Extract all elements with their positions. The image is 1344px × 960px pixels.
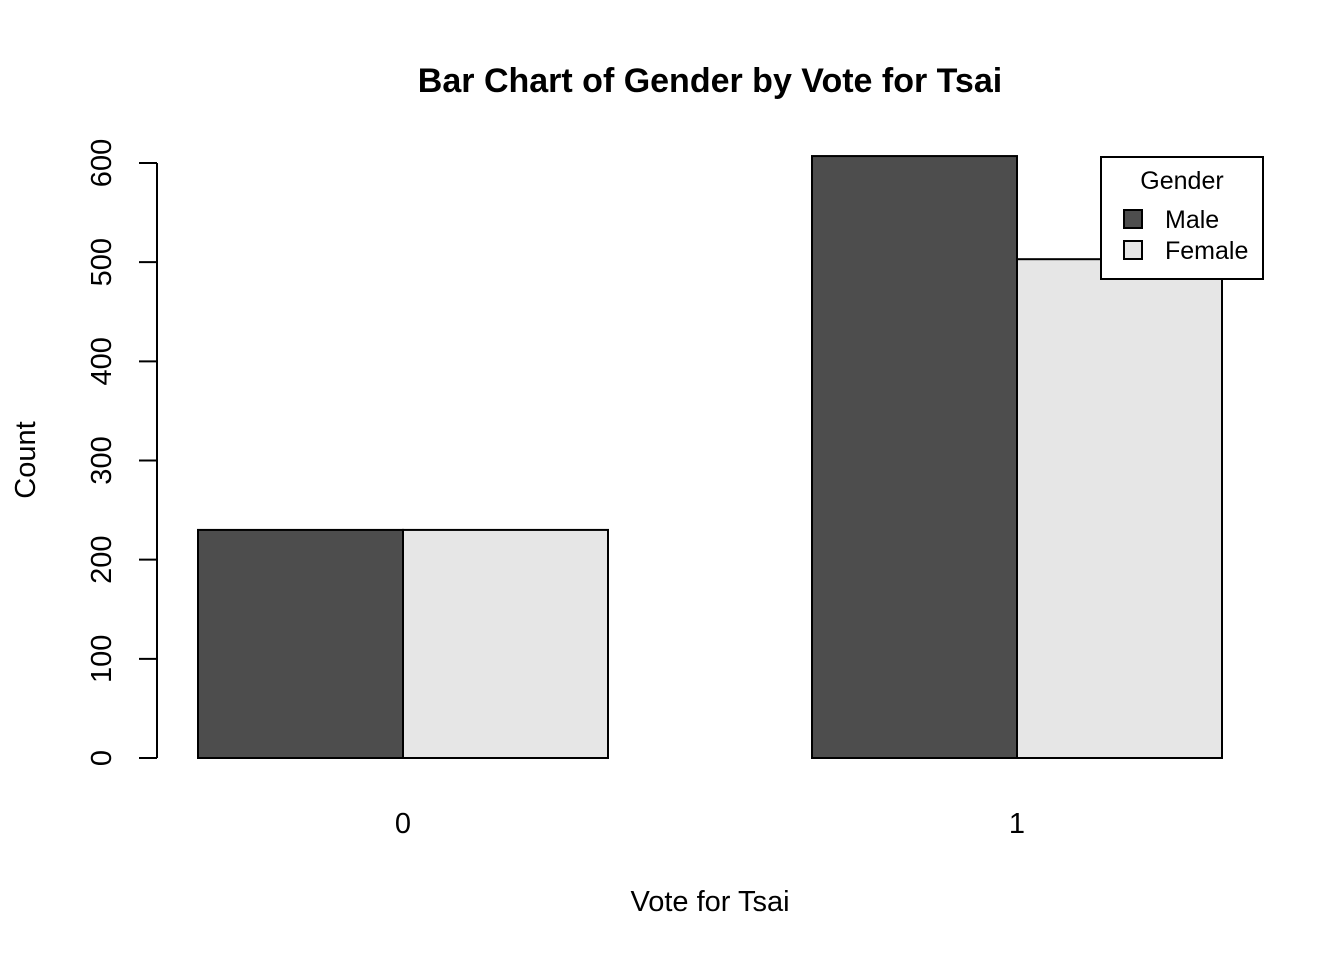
y-axis-label: Count bbox=[10, 421, 42, 498]
bar-male-1 bbox=[811, 155, 1018, 759]
legend-label-female: Female bbox=[1165, 237, 1248, 265]
y-tick-label: 500 bbox=[86, 238, 118, 286]
legend: Gender Male Female bbox=[1100, 156, 1264, 280]
bar-female-1 bbox=[1016, 258, 1223, 759]
legend-swatch-male bbox=[1123, 209, 1143, 229]
x-axis-label: Vote for Tsai bbox=[630, 886, 789, 918]
x-tick-label: 0 bbox=[395, 808, 411, 840]
y-tick-label: 400 bbox=[86, 337, 118, 385]
legend-label-male: Male bbox=[1165, 206, 1219, 234]
bar-male-0 bbox=[197, 528, 404, 760]
y-tick-label: 0 bbox=[86, 750, 118, 766]
x-tick-label: 1 bbox=[1009, 808, 1025, 840]
legend-swatch-female bbox=[1123, 240, 1143, 260]
y-tick-label: 100 bbox=[86, 635, 118, 683]
chart-title: Bar Chart of Gender by Vote for Tsai bbox=[418, 62, 1002, 100]
bar-female-0 bbox=[402, 528, 609, 760]
legend-title: Gender bbox=[1140, 167, 1223, 195]
y-tick-label: 600 bbox=[86, 139, 118, 187]
y-tick-label: 200 bbox=[86, 535, 118, 583]
bars bbox=[197, 155, 1223, 760]
y-axis: 0 100 200 300 400 500 600 bbox=[86, 139, 158, 766]
y-tick-label: 300 bbox=[86, 436, 118, 484]
